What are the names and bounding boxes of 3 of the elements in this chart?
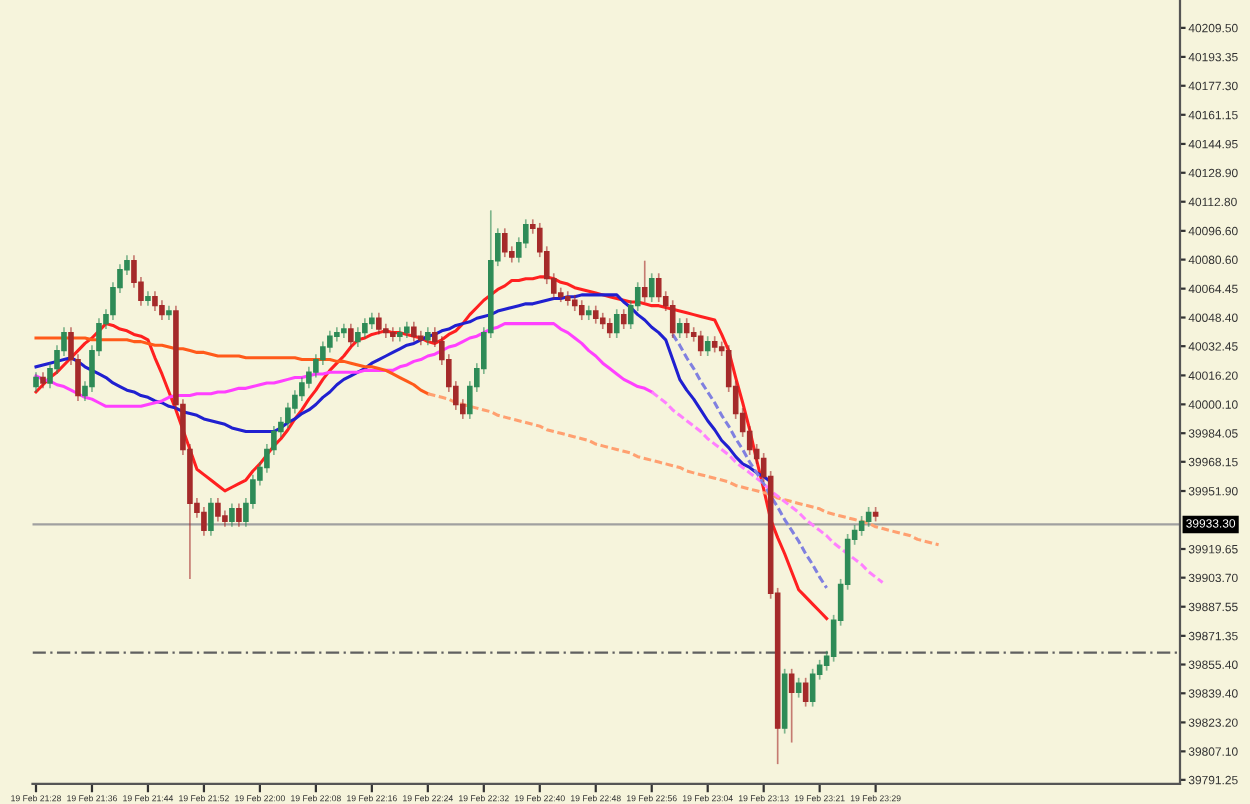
- line-series: [34, 293, 773, 484]
- line-series: [650, 390, 885, 585]
- line-series: [34, 322, 654, 408]
